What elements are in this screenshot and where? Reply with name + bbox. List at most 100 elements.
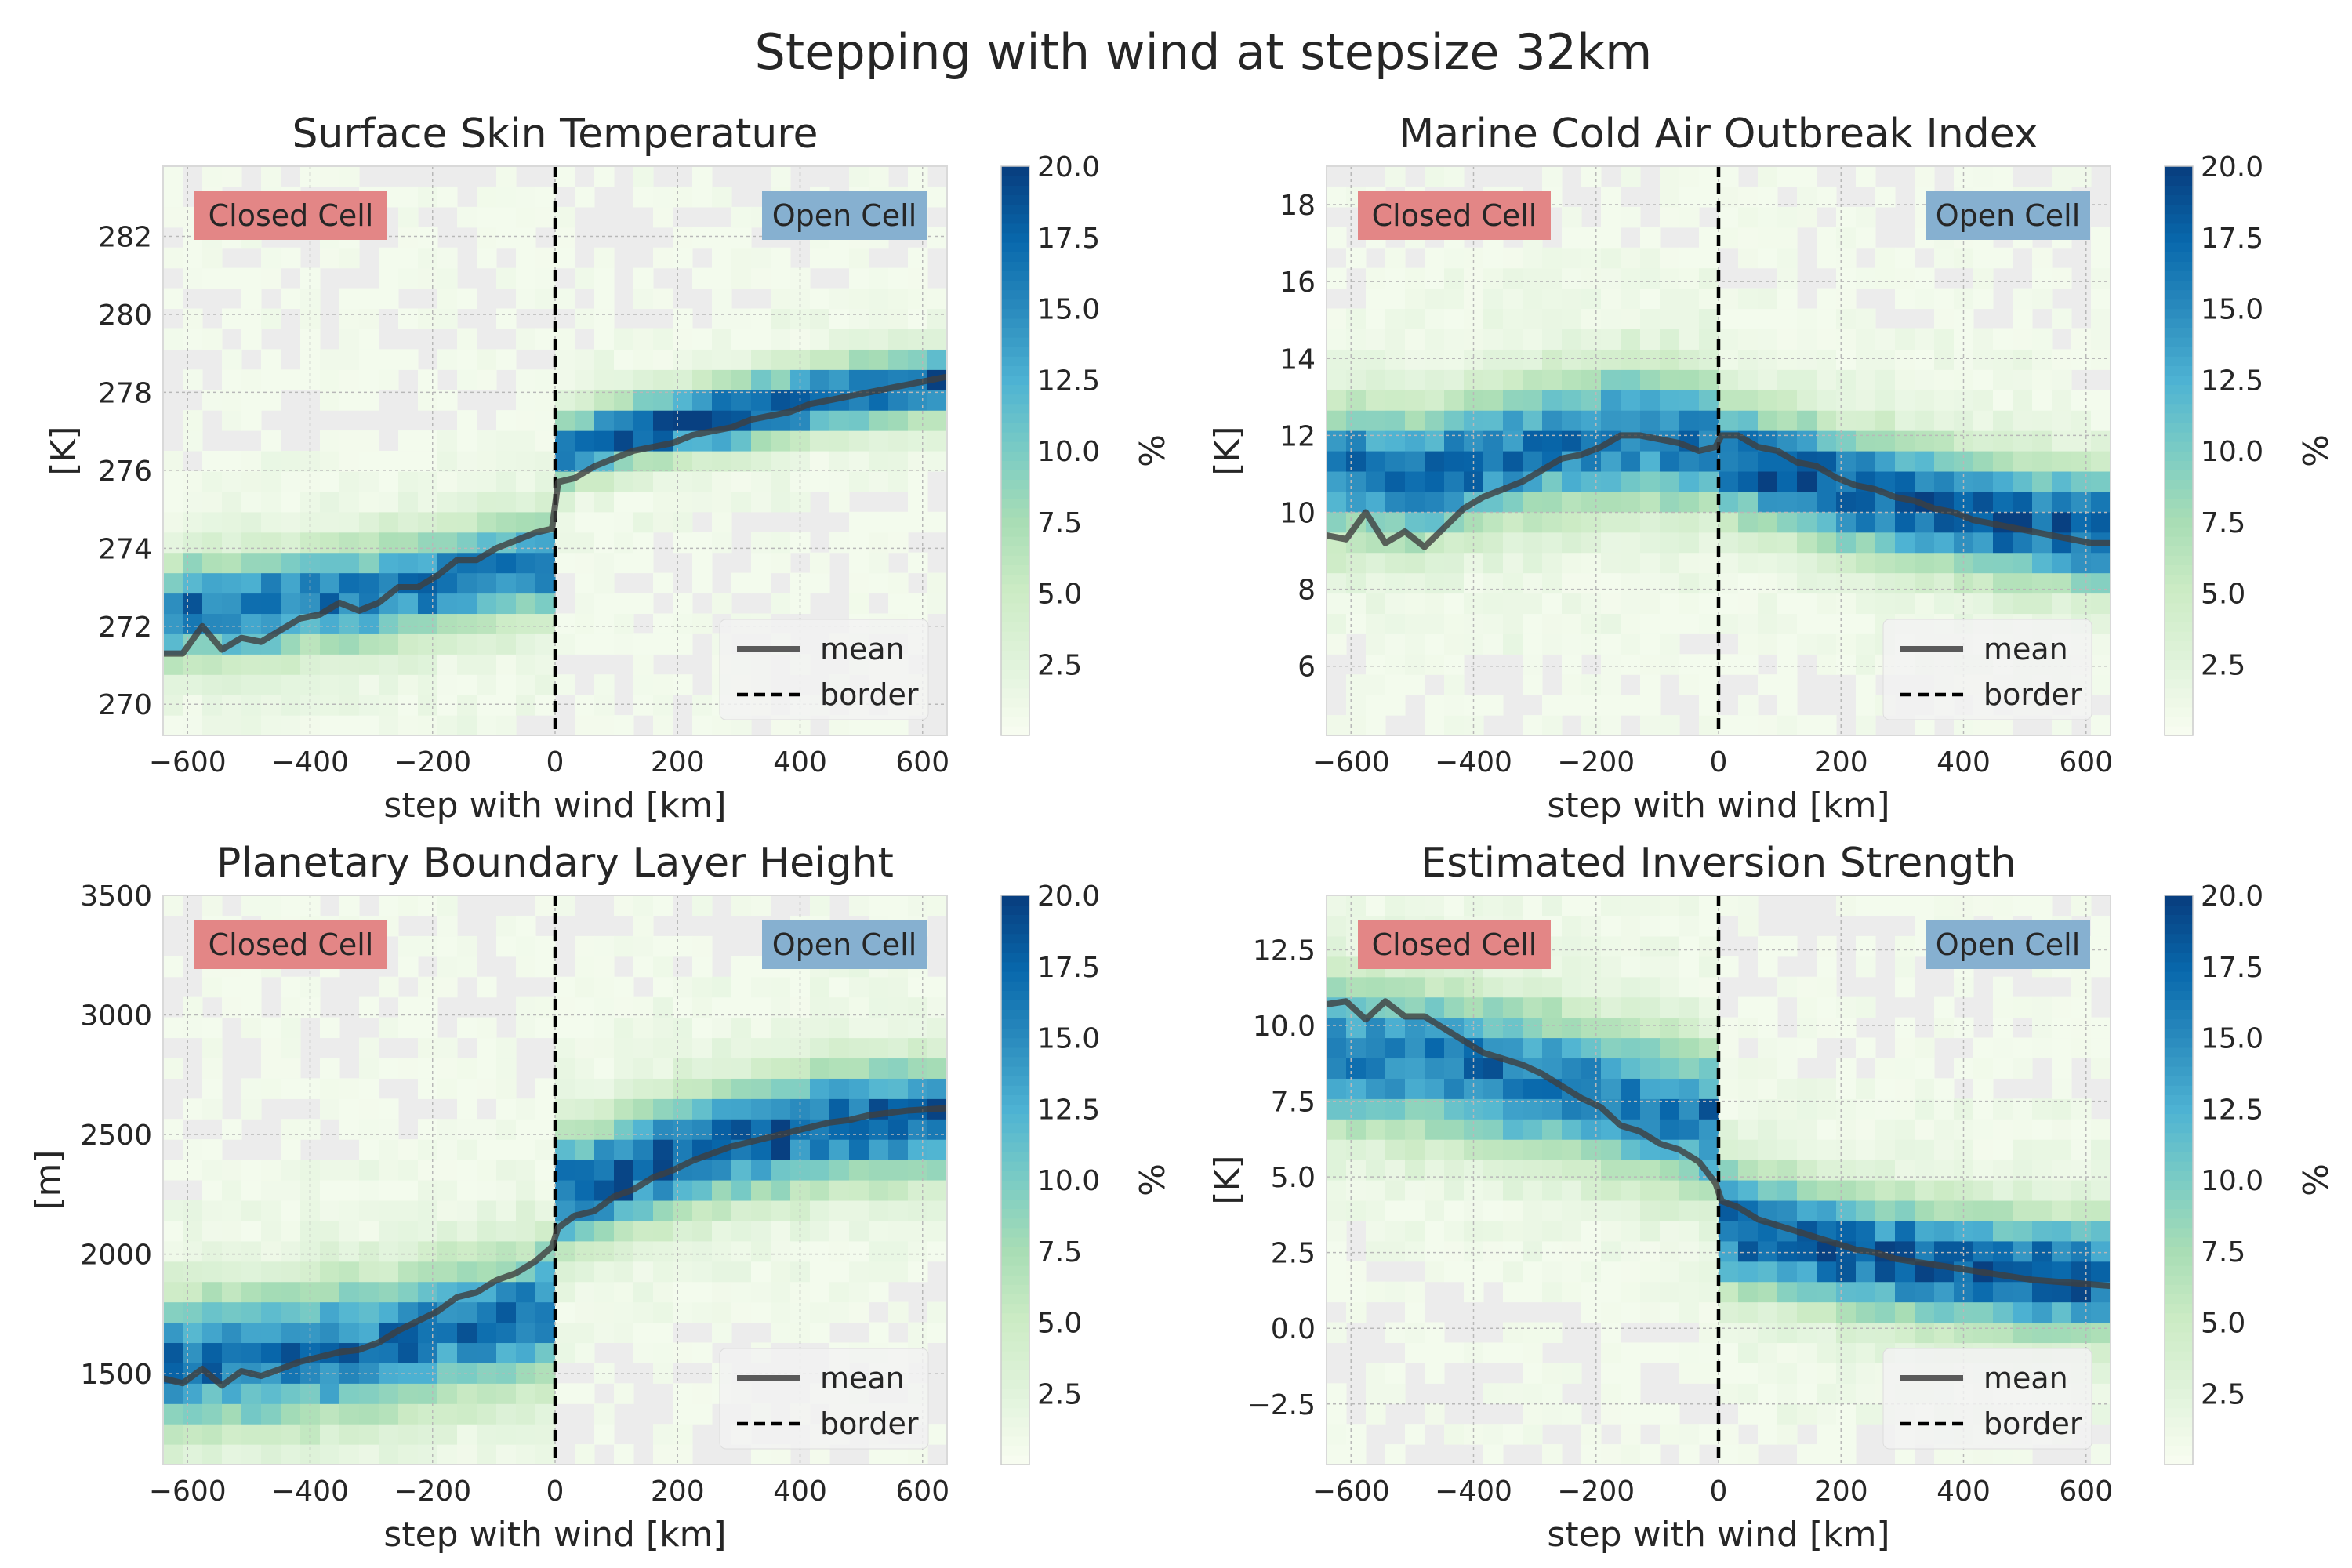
heatmap-cell [1327, 1424, 1347, 1445]
heatmap-cell [339, 369, 360, 390]
heatmap-cell [496, 511, 517, 533]
heatmap-cell [1679, 654, 1700, 675]
heatmap-cell [712, 227, 732, 249]
heatmap-cell [1483, 996, 1504, 1018]
heatmap-cell [418, 247, 438, 269]
heatmap-cell [1993, 1240, 2013, 1262]
heatmap-cell [1366, 674, 1386, 695]
heatmap-cell [261, 572, 281, 594]
heatmap-cell [692, 1037, 713, 1059]
heatmap-cell [594, 288, 615, 310]
heatmap-cell [437, 1444, 458, 1465]
heatmap-cell [829, 1200, 850, 1221]
heatmap-cell [1621, 1444, 1641, 1465]
heatmap-cell [1660, 166, 1680, 187]
heatmap-cell [1405, 390, 1425, 411]
heatmap-cell [281, 470, 301, 492]
open-cell-box [1926, 920, 2090, 969]
heatmap-cell [222, 593, 242, 615]
heatmap-cell [1679, 532, 1700, 554]
heatmap-cell [1562, 349, 1582, 370]
heatmap-cell [575, 1180, 595, 1201]
heatmap-cell [241, 552, 262, 574]
heatmap-cell [418, 996, 438, 1018]
heatmap-cell [1895, 1078, 1915, 1099]
heatmap-cell [496, 1139, 517, 1160]
heatmap-cell [771, 552, 791, 574]
heatmap-cell [1758, 935, 1778, 957]
heatmap-cell [888, 1160, 909, 1181]
colorbar-step [1001, 1132, 1029, 1143]
heatmap-cell [1425, 1139, 1445, 1160]
heatmap-cell [1856, 1281, 1876, 1303]
heatmap-cell [1719, 532, 1739, 554]
heatmap-cell [1836, 1098, 1857, 1120]
heatmap-cells [163, 895, 948, 1465]
heatmap-cell [908, 470, 928, 492]
heatmap-cell [437, 267, 458, 289]
heatmap-cell [516, 410, 536, 431]
heatmap-cell [1581, 267, 1602, 289]
heatmap-cell [496, 1342, 517, 1363]
heatmap-cell [1738, 1098, 1759, 1120]
heatmap-cell [1719, 1444, 1739, 1465]
heatmap-cell [241, 532, 262, 554]
heatmap-cell [869, 430, 889, 452]
heatmap-cell [1621, 267, 1641, 289]
heatmap-cell [1366, 1180, 1386, 1201]
colorbar-step [1001, 933, 1029, 944]
heatmap-cell [2052, 369, 2072, 390]
heatmap-cell [1973, 1281, 1994, 1303]
heatmap-cell [908, 1261, 928, 1283]
heatmap-cell [1640, 996, 1661, 1018]
legend-border-label: border [820, 1406, 919, 1441]
heatmap-cell [1640, 1037, 1661, 1059]
heatmap-cell [751, 470, 771, 492]
heatmap-cell [202, 451, 223, 472]
heatmap-cell [849, 369, 869, 390]
heatmap-cell [1542, 166, 1563, 187]
heatmap-cell [888, 1220, 909, 1242]
heatmap-cell [594, 593, 615, 615]
heatmap-cell [712, 976, 732, 998]
heatmap-cell [2091, 451, 2111, 472]
heatmap-cell [1993, 247, 2013, 269]
heatmap-cell [731, 1240, 752, 1262]
heatmap-cell [1777, 532, 1798, 554]
heatmap-cell [1366, 1037, 1386, 1059]
heatmap-cell [869, 552, 889, 574]
heatmap-cell [1327, 491, 1347, 513]
heatmap-cell [241, 1220, 262, 1242]
heatmap-cell [1856, 227, 1876, 249]
heatmap-cell [418, 674, 438, 695]
colorbar-step [1001, 1037, 1029, 1048]
heatmap-cell [1895, 895, 1915, 916]
heatmap-cell [1875, 1058, 1896, 1079]
heatmap-cell [2013, 430, 2033, 452]
heatmap-cell [1385, 166, 1406, 187]
heatmap-cell [1797, 976, 1817, 998]
heatmap-cell [712, 1220, 732, 1242]
colorbar-step [1001, 535, 1029, 546]
heatmap-cell [418, 511, 438, 533]
heatmap-cell [2071, 1098, 2092, 1120]
heatmap-cell [1660, 1220, 1680, 1242]
heatmap-cell [1366, 410, 1386, 431]
heatmap-cell [1856, 1078, 1876, 1099]
heatmap-cell [1719, 715, 1739, 736]
heatmap-cell [1915, 470, 1935, 492]
x-axis-label: step with wind [km] [1547, 786, 1889, 826]
heatmap-cell [1817, 511, 1837, 533]
heatmap-cell [202, 247, 223, 269]
heatmap-cell [1542, 491, 1563, 513]
colorbar-step [1001, 356, 1029, 366]
heatmap-cell [1640, 715, 1661, 736]
heatmap-cell [633, 895, 654, 916]
heatmap-cell [379, 1444, 399, 1465]
heatmap-cell [810, 1301, 830, 1323]
heatmap-cell [1679, 247, 1700, 269]
y-tick-label: 10 [1279, 497, 1316, 529]
heatmap-cell [1738, 552, 1759, 574]
heatmap-cell [379, 1281, 399, 1303]
heatmap-cell [1895, 451, 1915, 472]
